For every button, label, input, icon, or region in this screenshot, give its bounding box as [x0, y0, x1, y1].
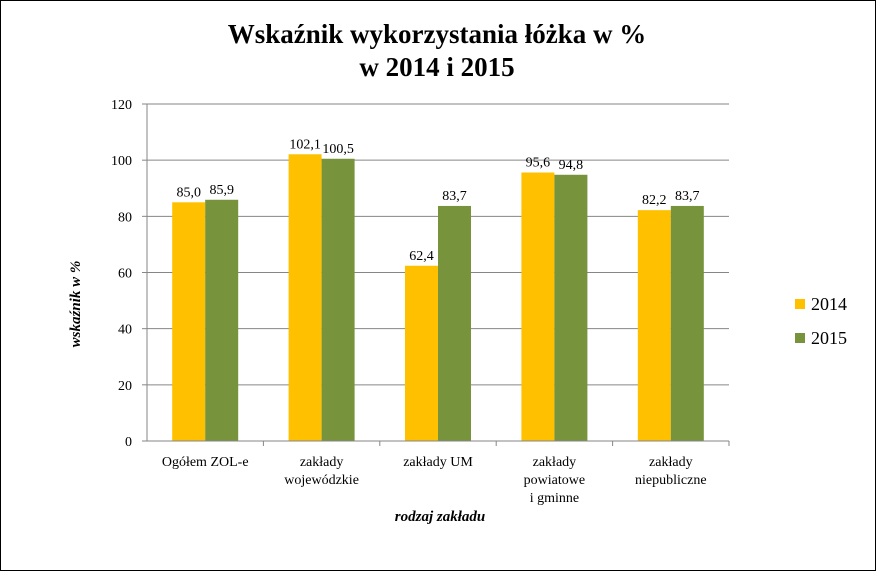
bar-2015	[438, 205, 471, 441]
y-axis-ticks: 0 20 40 60 80 100 120	[111, 98, 147, 450]
bar-2015	[554, 174, 588, 441]
category-label: wojewódzkie	[284, 473, 359, 488]
y-axis-label: wskaźnik w %	[68, 261, 84, 348]
category-label: zakłady	[649, 455, 693, 470]
bar-2015	[670, 205, 704, 441]
data-label: 94,8	[559, 158, 584, 173]
legend-label: 2015	[811, 328, 847, 348]
category-label: powiatowe	[524, 473, 585, 488]
data-label: 82,2	[642, 193, 667, 208]
gridlines	[147, 103, 729, 386]
category-label: zakłady	[533, 455, 577, 470]
data-label: 85,9	[209, 183, 234, 198]
y-tick-label: 0	[125, 435, 132, 450]
bar-2014	[288, 154, 322, 441]
y-tick-label: 20	[118, 379, 132, 394]
legend-label: 2014	[811, 294, 847, 314]
bar-2015	[205, 199, 239, 441]
data-label: 100,5	[322, 142, 354, 157]
data-label: 83,7	[675, 189, 700, 204]
y-tick-label: 40	[118, 323, 132, 338]
chart-title-line: Wskaźnik wykorzystania łóżka w %	[228, 19, 647, 49]
data-labels: 85,0 85,9 102,1 100,5 62,4 83,7 95,6 94,8 82,2 83…	[176, 137, 699, 263]
y-tick-label: 100	[111, 154, 132, 169]
category-label: zakłady UM	[403, 455, 473, 470]
axes	[146, 104, 730, 446]
bar-2014	[637, 210, 671, 441]
bar-2014	[405, 265, 438, 441]
category-label: niepubliczne	[635, 473, 707, 488]
chart-title-line: w 2014 i 2015	[359, 52, 514, 82]
bar-2015	[321, 158, 355, 441]
y-tick-label: 120	[111, 98, 132, 113]
data-label: 83,7	[442, 189, 467, 204]
category-label: zakłady	[300, 455, 344, 470]
legend-swatch-2014	[795, 299, 805, 309]
data-label: 85,0	[176, 185, 201, 200]
bar-2014	[521, 172, 555, 442]
x-axis-label: rodzaj zakładu	[395, 509, 485, 525]
bars	[172, 154, 704, 442]
data-label: 62,4	[409, 249, 434, 264]
bar-2014	[172, 202, 206, 441]
legend: 2014 2015	[795, 294, 847, 348]
y-tick-label: 80	[118, 210, 132, 225]
data-label: 95,6	[526, 156, 551, 171]
x-axis-categories: Ogółem ZOL-e zakłady wojewódzkie zakłady UM…	[162, 455, 707, 506]
category-label: i gminne	[530, 491, 579, 506]
category-label: Ogółem ZOL-e	[162, 455, 249, 470]
legend-swatch-2015	[795, 333, 805, 343]
y-tick-label: 60	[118, 267, 132, 282]
chart-title: Wskaźnik wykorzystania łóżka w %w 2014 i…	[228, 19, 647, 82]
data-label: 102,1	[289, 137, 321, 152]
